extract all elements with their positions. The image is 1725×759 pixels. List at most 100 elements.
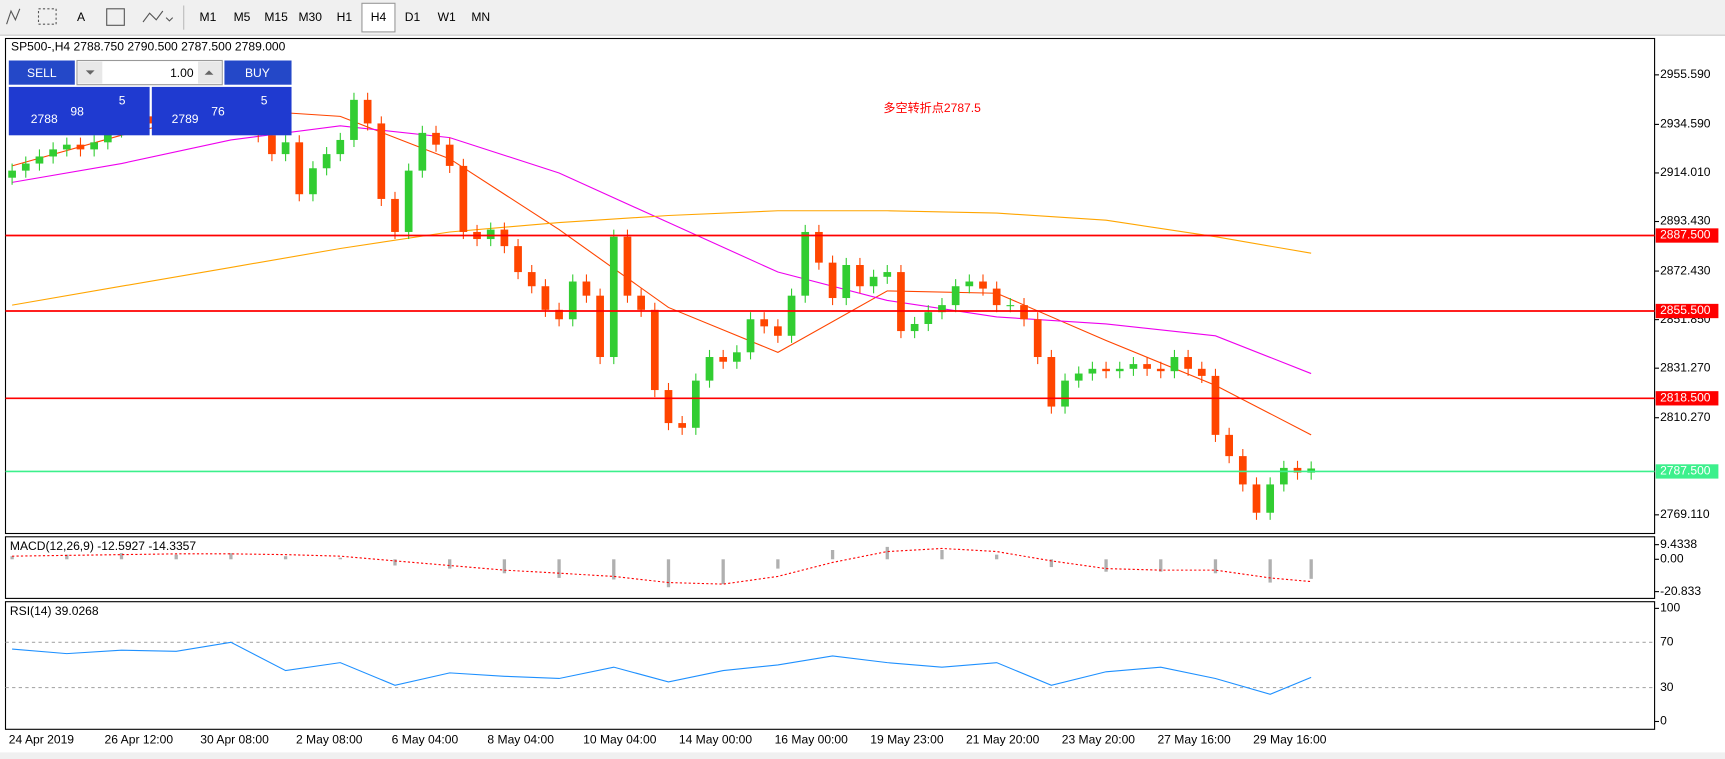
candle-body <box>1129 364 1138 369</box>
timeframe-active[interactable] <box>361 2 396 33</box>
candle-body <box>1293 467 1302 473</box>
toolbar-icons[interactable]: A <box>6 5 185 30</box>
candle-body <box>486 229 495 240</box>
candle-body <box>322 154 331 169</box>
macd-label: MACD(12,26,9) -12.5927 -14.3357 <box>10 539 197 553</box>
candle-body <box>418 132 427 171</box>
timeframe-button[interactable]: M5 <box>234 10 251 24</box>
x-tick-label: 6 May 04:00 <box>392 733 459 747</box>
icon-label[interactable] <box>106 8 125 26</box>
candle-body <box>856 265 864 287</box>
candle-body <box>555 309 563 320</box>
candle-body <box>21 163 30 171</box>
toolbar <box>0 0 1725 36</box>
candle-body <box>1088 368 1097 374</box>
candle-body <box>432 132 440 145</box>
price-level-label: 2855.500 <box>1660 303 1711 317</box>
candle-body <box>897 272 905 332</box>
moving-average <box>12 125 1312 375</box>
annotation: 多空转折点2787.5 <box>883 100 981 115</box>
buy-button[interactable] <box>224 60 292 85</box>
buy-label[interactable]: BUY <box>245 66 270 80</box>
candle-body <box>1211 375 1220 435</box>
candle-body <box>1156 368 1165 372</box>
buy-price-box[interactable] <box>151 86 292 136</box>
trade-panel: SELL 1.00 BUY 2788 98 5 2789 76 5 <box>8 59 292 136</box>
icon-text[interactable]: A <box>77 10 86 24</box>
x-tick-label: 30 Apr 08:00 <box>200 733 269 747</box>
rsi-panel <box>4 601 1656 730</box>
candle-body <box>1307 468 1316 473</box>
candle-body <box>541 286 550 310</box>
timeframe-button[interactable]: H1 <box>337 10 353 24</box>
timeframe-button[interactable]: M30 <box>298 10 322 24</box>
timeframe-button[interactable]: D1 <box>405 10 421 24</box>
candle-body <box>965 281 974 287</box>
timeframe-button[interactable]: MN <box>471 10 490 24</box>
candle-body <box>363 99 372 124</box>
candle-body <box>691 380 700 428</box>
macd-signal <box>12 547 1312 585</box>
x-tick-label: 2 May 08:00 <box>296 733 363 747</box>
candle-body <box>1184 357 1192 369</box>
sell-price-box[interactable] <box>8 86 150 136</box>
timeframe-button[interactable]: M1 <box>200 10 217 24</box>
x-tick-label: 10 May 04:00 <box>583 733 657 747</box>
price-level-box <box>1655 464 1719 479</box>
x-tick-label: 19 May 23:00 <box>870 733 944 747</box>
timeframe-button[interactable]: M15 <box>264 10 288 24</box>
y-tick-label: 2934.590 <box>1660 117 1711 131</box>
candle-body <box>350 99 358 140</box>
candle-body <box>500 229 509 247</box>
lot-up-arrow <box>204 70 214 75</box>
icon-crosshair[interactable] <box>6 8 21 25</box>
price-level-box <box>1655 303 1719 319</box>
candle-body <box>1266 484 1275 513</box>
buy-price-pips: 76 <box>211 104 225 118</box>
icon-period-sep[interactable] <box>37 8 57 25</box>
candle-body <box>1115 368 1124 372</box>
macd-tick-label: 0.00 <box>1660 552 1684 566</box>
candle-body <box>62 144 71 150</box>
candle-body <box>733 352 741 362</box>
candle-body <box>1170 357 1179 372</box>
candle-body <box>760 319 769 327</box>
y-tick-label: 2955.590 <box>1660 67 1711 81</box>
candle-body <box>1074 373 1083 381</box>
price-level-box <box>1655 228 1719 243</box>
candle-body <box>815 231 823 263</box>
candle-body <box>35 156 44 164</box>
y-tick-label: 2872.430 <box>1660 263 1711 277</box>
timeframe-button[interactable]: H4 <box>371 10 387 24</box>
candle-body <box>90 142 98 150</box>
candle-body <box>1102 368 1110 372</box>
sell-button[interactable] <box>8 60 75 85</box>
candle-body <box>801 231 810 296</box>
price-level-label: 2887.500 <box>1660 228 1711 242</box>
price-level-label: 2818.500 <box>1660 391 1711 405</box>
candle-body <box>1061 380 1069 407</box>
icon-arrows[interactable] <box>142 10 174 23</box>
sell-label[interactable]: SELL <box>27 66 57 80</box>
candle-body <box>650 309 659 391</box>
timeframe-button[interactable]: W1 <box>438 10 456 24</box>
rsi-tick-label: 0 <box>1660 714 1667 728</box>
candle-body <box>596 295 604 358</box>
y-tick-label: 2893.430 <box>1660 214 1711 228</box>
lot-value[interactable]: 1.00 <box>170 66 194 80</box>
candle-body <box>924 312 933 324</box>
x-tick-label: 24 Apr 2019 <box>9 733 75 747</box>
y-tick-label: 2831.270 <box>1660 360 1711 374</box>
candle-body <box>527 272 536 287</box>
macd-tick-label: 9.4338 <box>1660 537 1697 551</box>
candle-body <box>103 130 112 143</box>
candle-body <box>1020 305 1028 320</box>
rsi-label: RSI(14) 39.0268 <box>10 604 99 618</box>
candle-body <box>992 288 1001 306</box>
candle-body <box>1047 357 1056 407</box>
candle-body <box>842 265 851 299</box>
sell-price-point: 5 <box>119 93 126 107</box>
candle-body <box>787 295 796 336</box>
candle-body <box>746 319 755 353</box>
